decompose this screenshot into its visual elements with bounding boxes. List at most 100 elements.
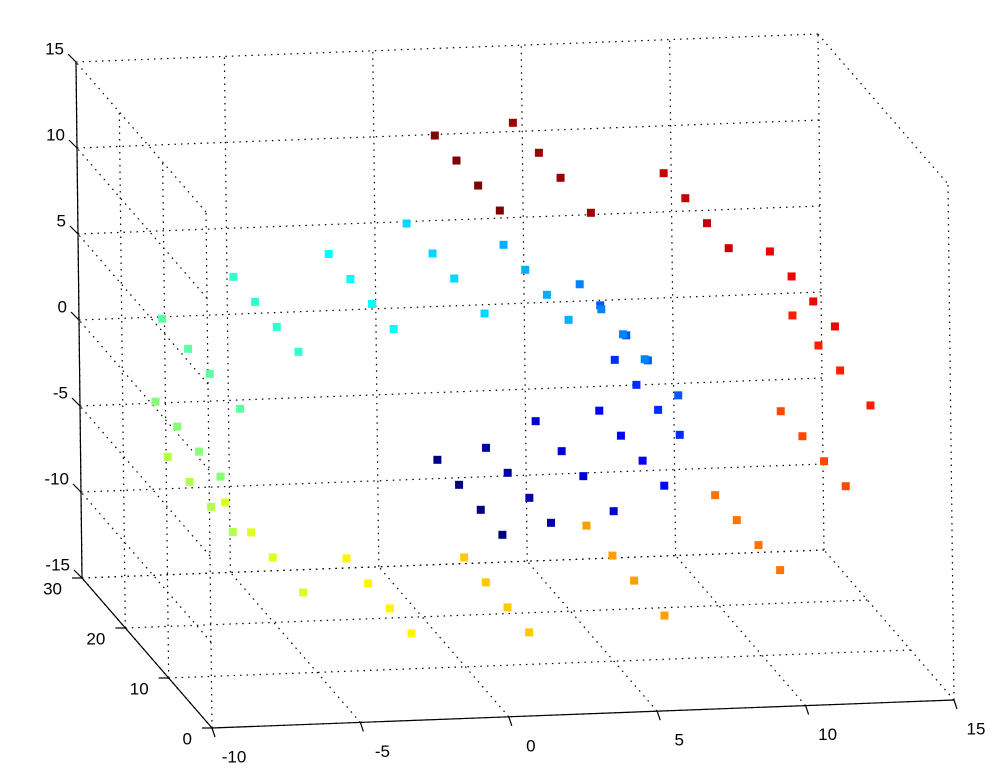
point — [659, 169, 668, 178]
point — [251, 297, 260, 306]
grid-line — [520, 45, 528, 562]
point — [610, 355, 619, 364]
point — [194, 447, 203, 456]
point — [582, 521, 591, 530]
x-tick — [211, 727, 216, 738]
point — [776, 407, 785, 416]
point — [364, 579, 373, 588]
z-tick — [68, 139, 78, 149]
grid-line — [76, 147, 208, 299]
x-tick-label: -5 — [375, 742, 390, 761]
point — [481, 578, 490, 587]
z-tick — [73, 569, 83, 579]
point — [389, 324, 398, 333]
y-tick-label: 10 — [130, 679, 149, 698]
point — [675, 430, 684, 439]
z-tick-label: 10 — [46, 125, 65, 144]
grid-line — [76, 119, 820, 149]
point — [460, 553, 469, 562]
point — [579, 472, 588, 481]
point — [216, 472, 225, 481]
grid-line — [675, 555, 807, 706]
point — [732, 516, 741, 525]
point — [542, 290, 551, 299]
point — [638, 456, 647, 465]
point — [474, 181, 483, 190]
point — [809, 297, 818, 306]
point — [866, 401, 875, 410]
grid-line — [223, 56, 231, 573]
point — [830, 322, 839, 331]
z-tick — [70, 311, 80, 321]
y-tick-label: 20 — [86, 629, 105, 648]
point — [531, 417, 540, 426]
z-tick-label: 0 — [58, 297, 67, 316]
point — [385, 604, 394, 613]
point — [430, 131, 439, 140]
point — [820, 457, 829, 466]
z-tick — [67, 53, 77, 63]
point — [221, 498, 230, 507]
point — [564, 315, 573, 324]
point — [433, 455, 442, 464]
point — [247, 528, 256, 537]
point — [268, 553, 277, 562]
x-tick — [805, 705, 810, 715]
point — [632, 380, 641, 389]
point — [534, 148, 543, 157]
grid-line — [372, 50, 380, 567]
point — [754, 541, 763, 550]
point — [525, 628, 534, 637]
point — [368, 299, 377, 308]
grid-line — [80, 463, 824, 493]
point — [342, 554, 351, 563]
point — [788, 311, 797, 320]
grid-line — [823, 549, 955, 701]
x-tick-label: 5 — [674, 731, 683, 750]
x-axis — [211, 699, 955, 729]
grid-line — [168, 649, 911, 679]
box-edge — [947, 183, 955, 701]
point — [674, 391, 683, 400]
point — [163, 452, 172, 461]
grid-line — [79, 405, 211, 557]
point — [503, 468, 512, 477]
point — [787, 272, 796, 281]
x-tick-label: -10 — [222, 747, 247, 766]
point — [724, 244, 733, 253]
grid-line — [118, 111, 126, 629]
point — [299, 588, 308, 597]
point — [660, 611, 669, 620]
point — [503, 603, 512, 612]
y-tick-label: 0 — [183, 729, 192, 748]
point — [557, 447, 566, 456]
z-axis — [75, 61, 83, 579]
z-tick-label: 5 — [57, 211, 66, 230]
point — [776, 566, 785, 575]
point — [324, 249, 333, 258]
grid-line — [669, 39, 677, 556]
point — [681, 194, 690, 203]
grid-line — [526, 560, 658, 712]
point — [158, 314, 167, 323]
grid-line — [77, 205, 821, 235]
grid-line — [77, 233, 209, 385]
z-tick-label: 15 — [45, 39, 64, 58]
grid-line — [378, 566, 510, 718]
point — [228, 527, 237, 536]
grid-line — [817, 33, 825, 551]
point — [495, 206, 504, 215]
x-tick — [656, 711, 661, 721]
point — [765, 247, 774, 256]
z-tick-label: -5 — [53, 383, 68, 402]
z-tick — [69, 225, 79, 235]
point — [151, 397, 160, 406]
point — [619, 330, 628, 339]
point — [547, 518, 556, 527]
point — [616, 431, 625, 440]
y-tick-label: 30 — [43, 579, 62, 598]
point — [294, 347, 303, 356]
point — [575, 280, 584, 289]
x-tick-label: 0 — [526, 736, 535, 755]
